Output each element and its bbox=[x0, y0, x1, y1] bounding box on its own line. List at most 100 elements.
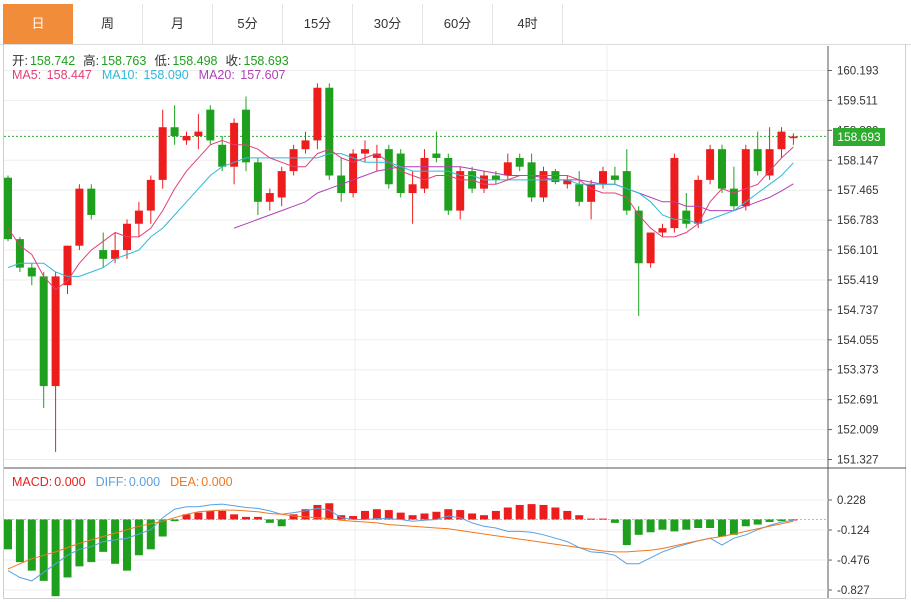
high-label: 高: bbox=[83, 54, 100, 68]
macd-bar bbox=[634, 519, 643, 535]
macd-bar bbox=[265, 519, 274, 523]
candle-up bbox=[563, 179, 572, 185]
candle-up bbox=[789, 136, 798, 139]
tab-60min[interactable]: 60分 bbox=[423, 4, 493, 44]
macd-bar bbox=[753, 519, 762, 525]
y-tick-label: 157.465 bbox=[837, 185, 879, 197]
macd-bar bbox=[575, 515, 584, 520]
candle-up bbox=[111, 250, 120, 259]
macd-bar bbox=[599, 518, 607, 520]
macd-bar bbox=[206, 510, 215, 520]
candle-down bbox=[610, 175, 619, 180]
candle-down bbox=[729, 188, 738, 207]
macd-bar bbox=[372, 509, 381, 520]
candle-up bbox=[134, 210, 143, 224]
macd-bar bbox=[491, 510, 500, 520]
macd-bar bbox=[301, 509, 310, 520]
macd-bar bbox=[408, 515, 417, 520]
y-tick-label: 153.373 bbox=[837, 365, 879, 377]
tab-month[interactable]: 月 bbox=[143, 4, 213, 44]
candle-up bbox=[503, 162, 512, 176]
diff-label: DIFF: bbox=[95, 475, 127, 489]
candle-down bbox=[551, 171, 560, 183]
candle-up bbox=[63, 245, 72, 286]
tab-4hour[interactable]: 4时 bbox=[493, 4, 563, 44]
macd-bar bbox=[789, 519, 798, 521]
candle-up bbox=[670, 157, 679, 229]
macd-bar bbox=[670, 519, 679, 532]
y-tick-label: 156.783 bbox=[837, 215, 879, 227]
macd-bar bbox=[27, 519, 36, 571]
open-label: 开: bbox=[12, 54, 28, 68]
candle-down bbox=[718, 149, 726, 189]
macd-y-tick-label: -0.476 bbox=[837, 555, 870, 567]
dea-value: 0.000 bbox=[201, 475, 233, 489]
ma5-value: 158.447 bbox=[46, 68, 92, 82]
candle-down bbox=[242, 109, 250, 163]
candle-up bbox=[741, 149, 750, 207]
candle-up bbox=[694, 179, 703, 224]
macd-bar bbox=[4, 519, 12, 550]
macd-bar bbox=[729, 519, 738, 535]
period-tab-bar: 日 周 月 5分 15分 30分 60分 4时 bbox=[0, 0, 911, 45]
candle-up bbox=[408, 184, 417, 194]
candle-down bbox=[396, 153, 405, 194]
candle-down bbox=[432, 153, 441, 158]
candle-down bbox=[39, 276, 48, 387]
tab-15min[interactable]: 15分 bbox=[283, 4, 353, 44]
candle-down bbox=[206, 109, 215, 141]
candle-down bbox=[253, 162, 262, 202]
candle-down bbox=[325, 87, 334, 176]
macd-bar bbox=[313, 504, 322, 520]
macd-bar bbox=[182, 514, 191, 520]
macd-bar bbox=[456, 510, 465, 520]
ma10-line bbox=[7, 153, 794, 277]
macd-bar bbox=[551, 507, 560, 520]
candle-up bbox=[289, 149, 298, 172]
candle-up bbox=[777, 131, 786, 150]
candle-down bbox=[682, 210, 691, 224]
dea-line bbox=[7, 509, 794, 570]
macd-bar bbox=[111, 519, 120, 564]
close-value: 158.693 bbox=[243, 54, 289, 68]
candle-up bbox=[51, 276, 60, 387]
tab-30min[interactable]: 30分 bbox=[353, 4, 423, 44]
macd-bar bbox=[146, 519, 155, 550]
y-tick-label: 151.327 bbox=[837, 455, 879, 467]
candle-down bbox=[15, 239, 24, 268]
ma5-line bbox=[7, 139, 794, 291]
candle-down bbox=[622, 171, 631, 211]
candle-up bbox=[646, 232, 655, 264]
tab-week[interactable]: 周 bbox=[73, 4, 143, 44]
candle-down bbox=[634, 210, 643, 264]
candle-up bbox=[361, 149, 369, 154]
y-tick-label: 152.691 bbox=[837, 395, 879, 407]
macd-bar bbox=[230, 514, 239, 520]
macd-bar bbox=[158, 519, 167, 537]
candle-up bbox=[765, 149, 774, 176]
ma-legend: MA5: 158.447 MA10: 158.090 MA20: 157.607 bbox=[12, 68, 287, 82]
macd-bar bbox=[253, 516, 262, 520]
macd-bar bbox=[194, 512, 203, 520]
macd-bar bbox=[682, 519, 691, 530]
macd-bar bbox=[325, 503, 334, 520]
macd-bar bbox=[622, 519, 631, 546]
y-tick-label: 159.511 bbox=[837, 95, 878, 107]
y-tick-label: 154.737 bbox=[837, 305, 879, 317]
tab-5min[interactable]: 5分 bbox=[213, 4, 283, 44]
ma20-label: MA20: bbox=[198, 68, 235, 82]
candle-up bbox=[301, 140, 310, 150]
macd-y-tick-label: -0.827 bbox=[837, 585, 870, 597]
macd-bar bbox=[480, 515, 488, 520]
macd-bar bbox=[432, 511, 441, 520]
close-label: 收: bbox=[225, 54, 242, 68]
y-tick-label: 156.101 bbox=[837, 245, 879, 257]
macd-bar bbox=[444, 509, 453, 520]
tab-day[interactable]: 日 bbox=[3, 4, 73, 44]
chart-frame bbox=[3, 44, 906, 599]
macd-bar bbox=[170, 519, 179, 522]
candle-up bbox=[146, 179, 155, 211]
candle-down bbox=[87, 188, 96, 215]
macd-bar bbox=[563, 510, 572, 520]
